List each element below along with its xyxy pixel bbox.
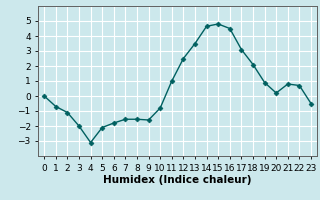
X-axis label: Humidex (Indice chaleur): Humidex (Indice chaleur): [103, 175, 252, 185]
